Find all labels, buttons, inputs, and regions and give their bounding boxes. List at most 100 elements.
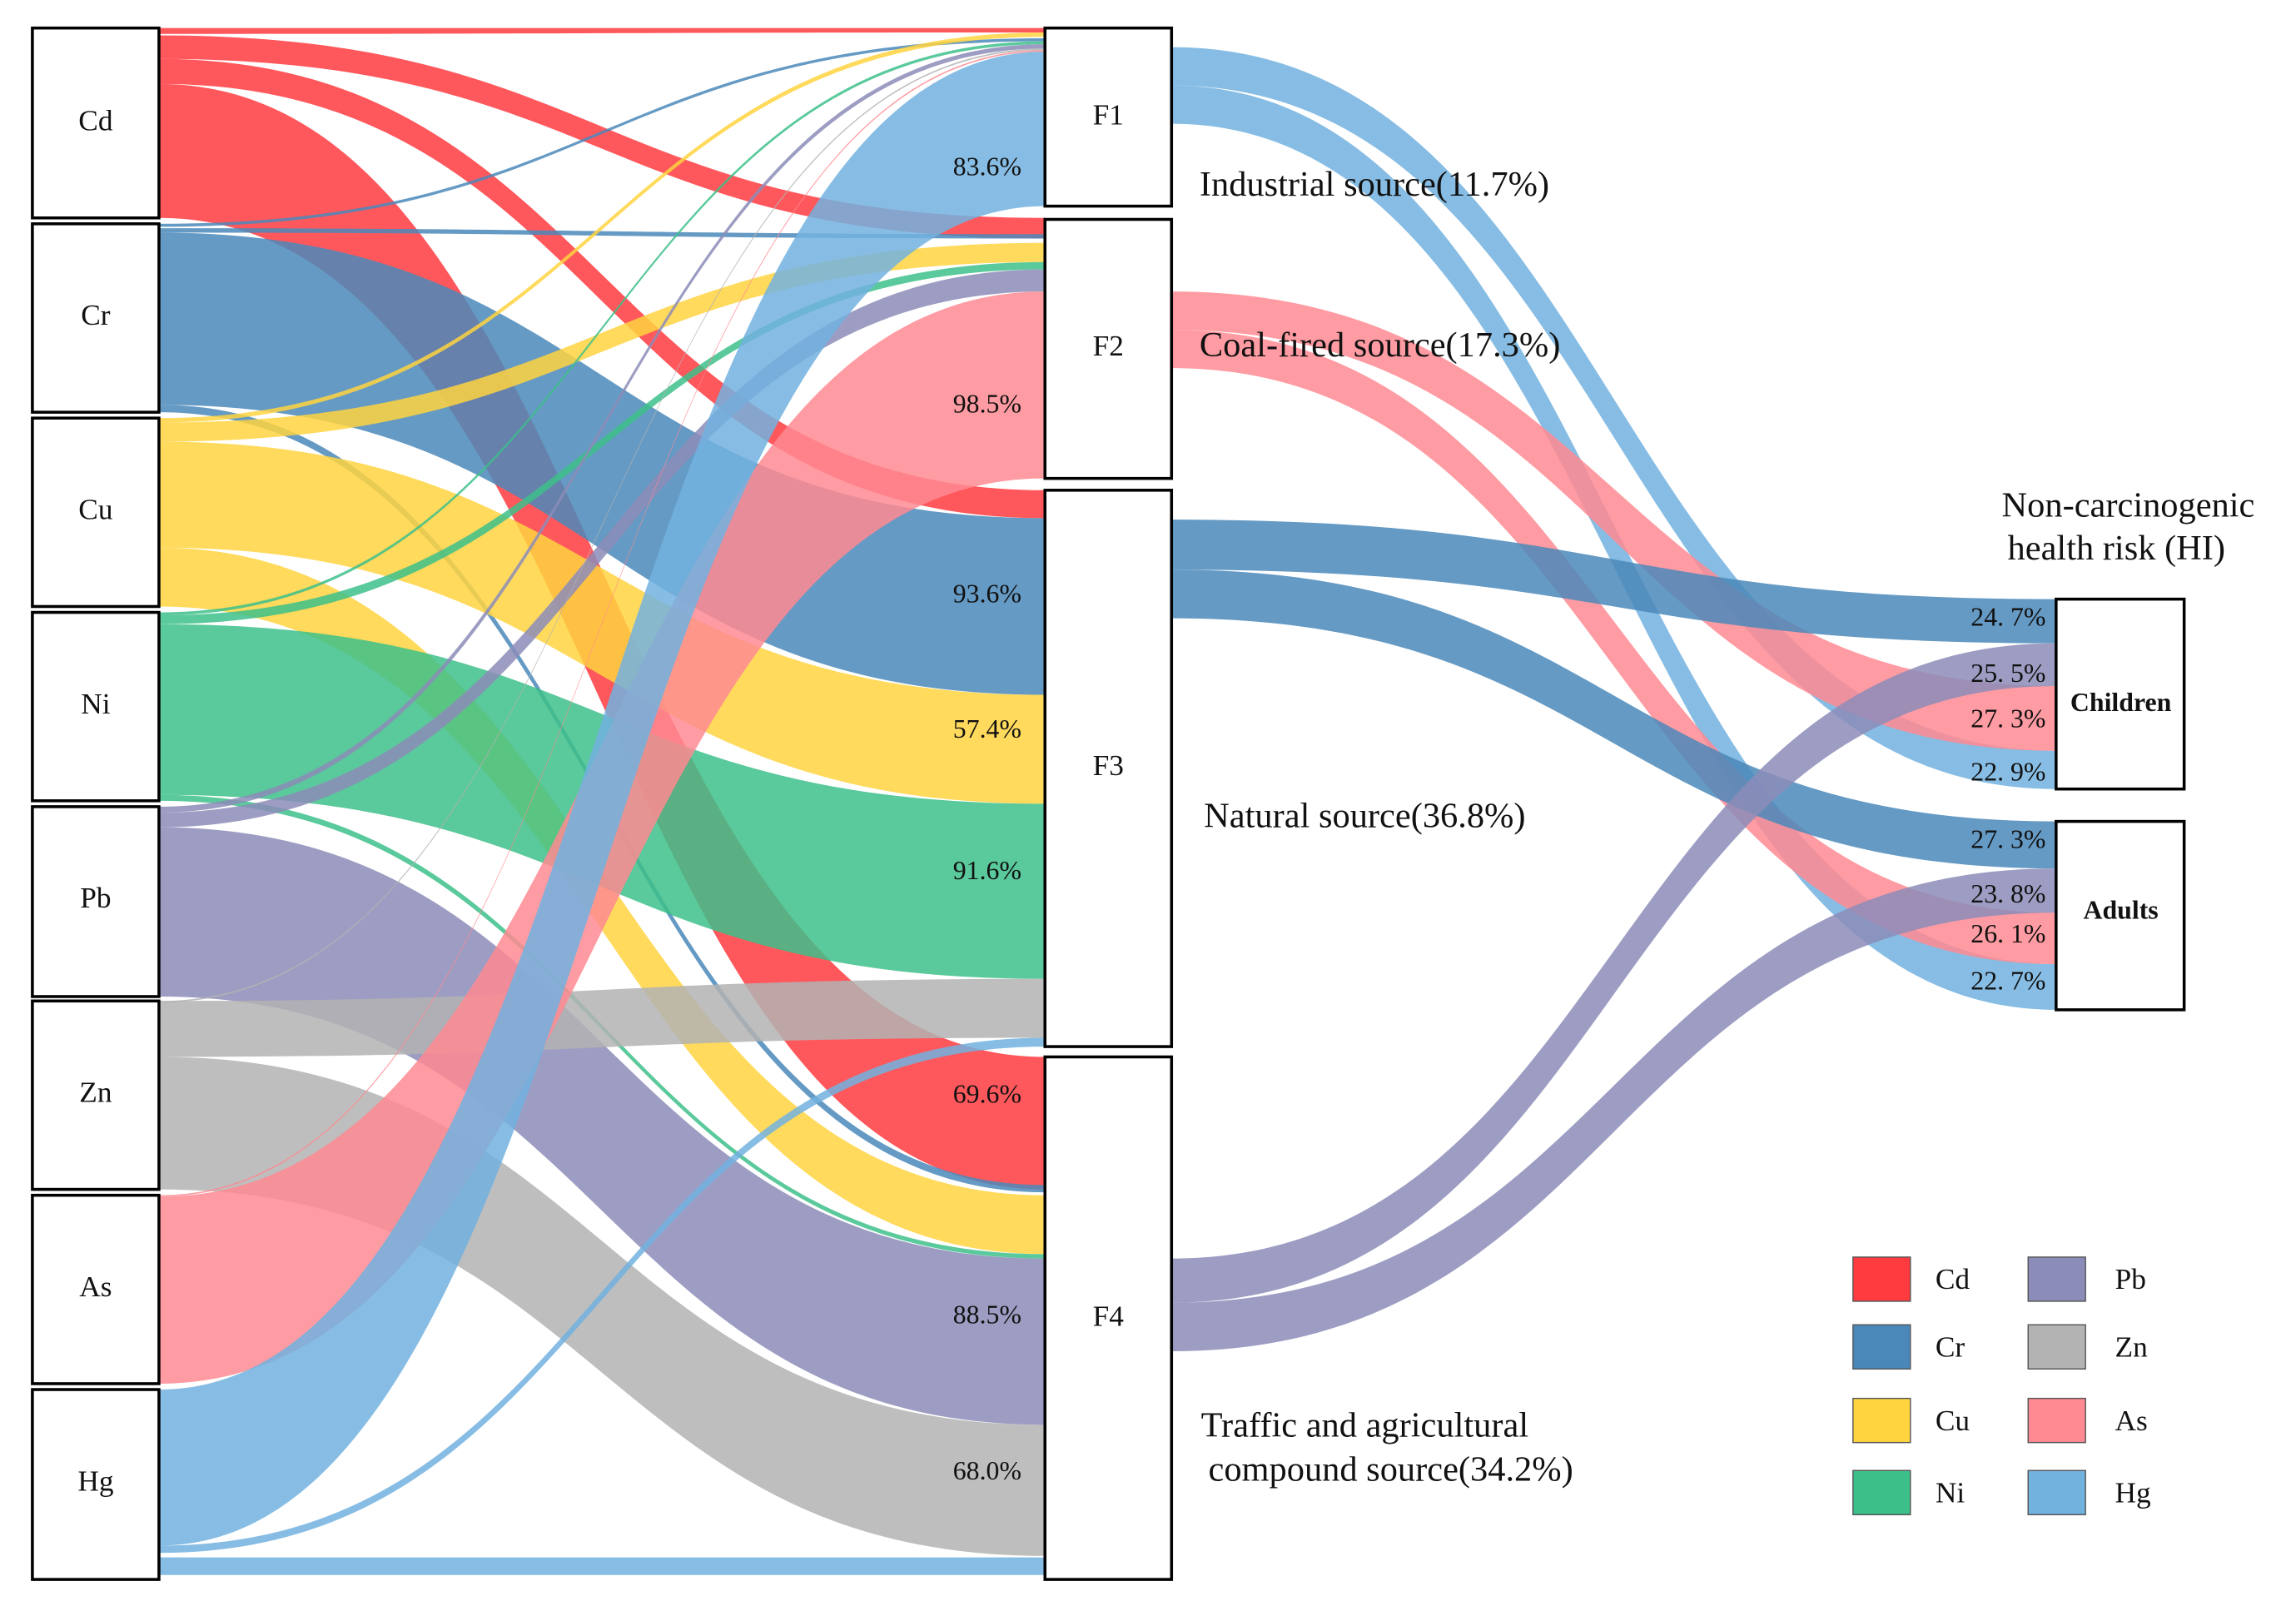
legend-swatch-pb: [2027, 1256, 2086, 1302]
legend-swatch-cd: [1852, 1256, 1911, 1302]
node-cr: [31, 222, 161, 414]
flow-label: 91.6%: [953, 856, 1021, 885]
link-as-f1: [158, 50, 1046, 1197]
receptor-flow-label: 24. 7%: [1970, 603, 2045, 632]
legend-swatch-ni: [1852, 1469, 1911, 1516]
node-label-as: As: [79, 1270, 112, 1303]
node-cu: [31, 416, 161, 609]
legend-swatch-cu: [1852, 1397, 1911, 1444]
flow-label: 68.0%: [953, 1456, 1021, 1485]
link-f1-adults: [1171, 85, 2056, 1010]
link-cr-f1: [158, 38, 1046, 227]
node-label-f1: F1: [1093, 98, 1124, 132]
link-zn-f1: [158, 48, 1046, 1003]
link-cd-f1: [158, 27, 1046, 34]
link-hg-f4: [158, 1557, 1046, 1575]
legend-label-cu: Cu: [1936, 1404, 1970, 1437]
flow-label: 57.4%: [953, 714, 1021, 743]
link-f4-adults: [1171, 868, 2056, 1352]
flow-label: 93.6%: [953, 579, 1021, 608]
node-f4: [1043, 1055, 1174, 1581]
flow-label: 88.5%: [953, 1300, 1021, 1330]
link-hg-f1: [158, 51, 1046, 1546]
node-f1: [1043, 26, 1174, 208]
link-cr-f3: [158, 232, 1046, 695]
chart-title-line1: Non-carcinogenic: [2002, 486, 2255, 525]
flow-label: 83.6%: [953, 152, 1021, 181]
node-ni: [31, 610, 161, 803]
node-label-f3: F3: [1093, 748, 1124, 782]
receptor-flow-label: 22. 9%: [1970, 757, 2045, 786]
node-label-hg: Hg: [77, 1464, 113, 1497]
node-pb: [31, 805, 161, 998]
link-f2-children: [1171, 291, 2056, 751]
source-labels: Industrial source(11.7%) Coal-fired sour…: [1200, 165, 1573, 1489]
link-f1-children: [1171, 47, 2056, 789]
node-f3: [1043, 489, 1174, 1048]
source-label-coal: Coal-fired source(17.3%): [1200, 326, 1560, 365]
link-f2-adults: [1171, 330, 2056, 965]
link-cu-f1: [158, 32, 1046, 423]
receptor-flow-label: 27. 3%: [1970, 704, 2045, 733]
flow-label: 98.5%: [953, 389, 1021, 418]
source-label-traffic-line2: compound source(34.2%): [1208, 1450, 1573, 1489]
node-zn: [31, 999, 161, 1191]
node-label-pb: Pb: [80, 881, 111, 914]
legend-swatch-cr: [1852, 1324, 1911, 1370]
legend-swatch-zn: [2027, 1324, 2086, 1370]
node-children: [2055, 597, 2186, 791]
link-cd-f2: [158, 35, 1046, 239]
link-pb-f1: [158, 44, 1046, 813]
node-label-cd: Cd: [78, 104, 113, 137]
receptor-flow-label: 22. 7%: [1970, 966, 2045, 995]
node-hg: [31, 1388, 161, 1581]
metal-nodes: Cd Cr Cu Ni Pb Zn As Hg: [31, 26, 161, 1581]
link-f4-children: [1171, 643, 2056, 1303]
legend-label-as: As: [2115, 1404, 2148, 1437]
source-label-industrial: Industrial source(11.7%): [1200, 165, 1549, 204]
link-pb-f2: [158, 269, 1046, 828]
legend-label-pb: Pb: [2115, 1262, 2146, 1295]
link-cu-f2: [158, 242, 1046, 442]
link-ni-f2: [158, 261, 1046, 624]
source-label-natural: Natural source(36.8%): [1204, 797, 1525, 836]
node-label-f4: F4: [1093, 1299, 1125, 1332]
node-label-ni: Ni: [81, 687, 111, 720]
legend-label-ni: Ni: [1936, 1475, 1966, 1509]
chart-title-line2: health risk (HI): [2008, 529, 2226, 568]
receptor-flow-label: 26. 1%: [1970, 919, 2045, 948]
node-label-zn: Zn: [79, 1076, 112, 1109]
node-label-cu: Cu: [78, 492, 113, 525]
legend-label-cr: Cr: [1936, 1330, 1966, 1363]
receptor-flow-label: 25. 5%: [1970, 659, 2045, 688]
node-label-adults: Adults: [2084, 896, 2159, 925]
legend-swatch-hg: [2027, 1469, 2086, 1516]
link-ni-f1: [158, 41, 1046, 616]
link-hg-f3: [158, 1037, 1046, 1554]
node-as: [31, 1193, 161, 1385]
link-pb-f4: [158, 827, 1046, 1425]
link-zn-f3: [158, 978, 1046, 1057]
receptor-nodes: Children Adults: [2055, 597, 2186, 1012]
receptor-flow-label: 27. 3%: [1970, 825, 2045, 854]
flow-labels: 83.6% 98.5% 93.6% 57.4% 91.6% 69.6% 88.5…: [953, 152, 1021, 1485]
node-cd: [31, 26, 161, 220]
source-label-traffic-line1: Traffic and agricultural: [1201, 1406, 1528, 1445]
links-layer: [158, 27, 2056, 1575]
flow-label: 69.6%: [953, 1080, 1021, 1109]
factor-nodes: F1 F2 F3 F4: [1043, 26, 1174, 1581]
link-cd-f3: [158, 58, 1046, 519]
link-f3-adults: [1171, 569, 2056, 869]
legend-label-cd: Cd: [1936, 1262, 1970, 1295]
node-label-f2: F2: [1093, 329, 1124, 362]
legend-label-zn: Zn: [2115, 1330, 2149, 1363]
legend: Cd Cr Cu Ni Pb Zn As Hg: [1852, 1256, 2151, 1516]
node-f2: [1043, 217, 1174, 480]
node-label-cr: Cr: [81, 298, 111, 331]
node-adults: [2055, 819, 2186, 1012]
legend-swatch-as: [2027, 1397, 2086, 1444]
receptor-flow-labels: 24. 7% 25. 5% 27. 3% 22. 9% 27. 3% 23. 8…: [1970, 603, 2045, 996]
receptor-flow-label: 23. 8%: [1970, 879, 2045, 908]
link-f3-children: [1171, 520, 2056, 644]
